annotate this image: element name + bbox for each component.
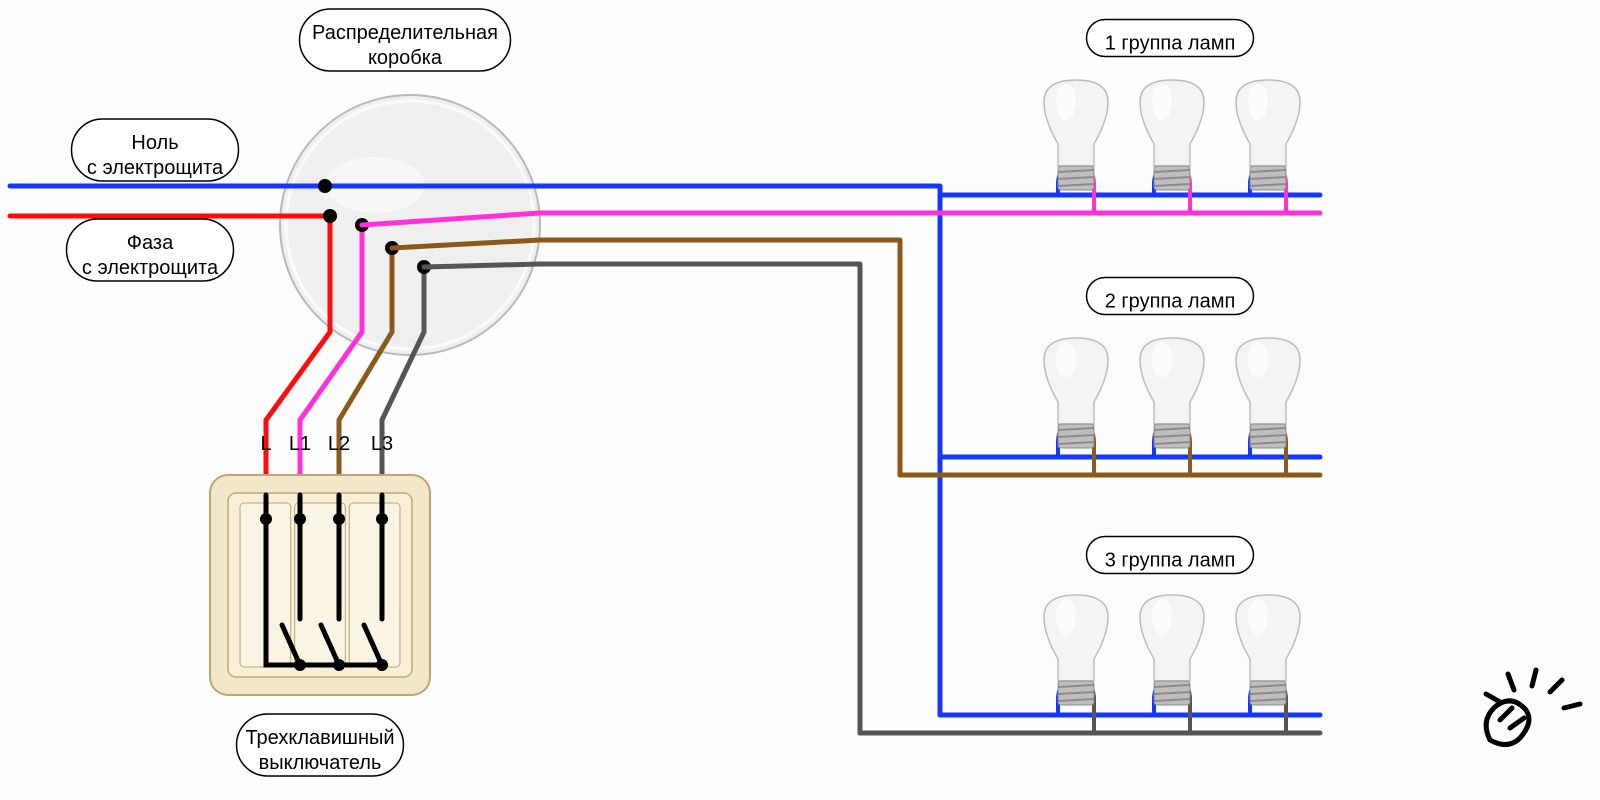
logo-icon [1486,670,1580,745]
light-bulb [1236,338,1300,448]
svg-text:с электрощита: с электрощита [87,157,224,179]
light-bulb [1140,80,1204,190]
svg-text:1 группа ламп: 1 группа ламп [1105,33,1236,55]
light-bulb [1044,80,1108,190]
light-bulb [1140,595,1204,705]
svg-text:3 группа ламп: 3 группа ламп [1105,550,1236,572]
svg-text:Фаза: Фаза [127,232,174,254]
light-bulb [1140,338,1204,448]
svg-text:коробка: коробка [368,47,443,69]
svg-text:Распределительная: Распределительная [312,22,498,44]
junction-box [280,95,540,355]
light-bulb [1236,80,1300,190]
switch-key-3[interactable] [349,503,400,667]
svg-text:выключатель: выключатель [259,752,382,774]
terminal-label-L: L [260,433,271,455]
terminal-label-L1: L1 [289,433,311,455]
light-bulb [1044,595,1108,705]
svg-text:Трехклавишный: Трехклавишный [245,727,394,749]
svg-text:Ноль: Ноль [131,132,178,154]
light-bulb [1044,338,1108,448]
light-bulb [1236,595,1300,705]
svg-text:2 группа ламп: 2 группа ламп [1105,291,1236,313]
terminal-label-L2: L2 [328,433,350,455]
terminal-label-L3: L3 [371,433,393,455]
svg-text:с электрощита: с электрощита [82,257,219,279]
wiring-diagram: L L1 L2 L3 Распределительная коробка Ноль с эле… [0,0,1600,800]
three-gang-switch [210,475,430,695]
